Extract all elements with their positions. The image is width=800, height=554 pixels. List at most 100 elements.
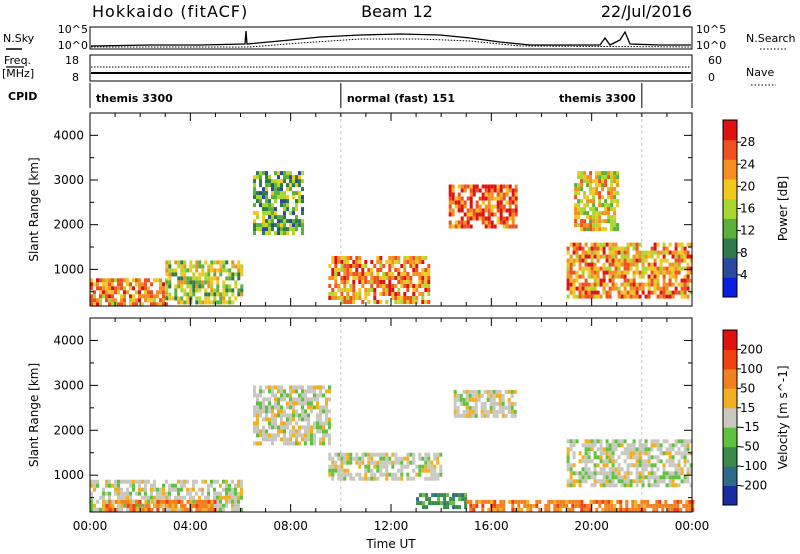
heatmap-cell	[686, 250, 690, 255]
heatmap-cell	[114, 290, 117, 295]
heatmap-cell	[268, 417, 271, 422]
heatmap-cell	[617, 479, 621, 484]
heatmap-cell	[629, 451, 633, 456]
heatmap-cell	[225, 260, 229, 265]
heatmap-cell	[566, 439, 570, 444]
heatmap-cell	[433, 472, 437, 477]
heatmap-cell	[364, 276, 368, 280]
heatmap-cell	[502, 196, 506, 201]
heatmap-cell	[298, 393, 301, 398]
heatmap-cell	[340, 468, 344, 473]
heatmap-cell	[638, 270, 642, 275]
heatmap-cell	[222, 260, 226, 265]
heatmap-cell	[650, 246, 654, 251]
heatmap-cell	[204, 507, 208, 512]
heatmap-cell	[286, 207, 289, 212]
heatmap-cell	[364, 260, 368, 264]
heatmap-cell	[686, 274, 690, 279]
heatmap-cell	[183, 272, 187, 277]
heatmap-cell	[460, 184, 464, 189]
heatmap-cell	[581, 467, 585, 472]
heatmap-cell	[274, 405, 277, 410]
heatmap-cell	[668, 274, 672, 279]
heatmap-cell	[566, 459, 570, 464]
heatmap-cell	[141, 487, 144, 492]
heatmap-cell	[343, 300, 347, 304]
heatmap-cell	[566, 463, 570, 468]
heatmap-cell	[283, 425, 286, 430]
heatmap-cell	[346, 300, 350, 304]
heatmap-cell	[253, 211, 256, 216]
heatmap-cell	[328, 385, 331, 390]
heatmap-cell	[580, 227, 584, 232]
heatmap-cell	[222, 280, 226, 285]
heatmap-cell	[265, 437, 268, 442]
heatmap-cell	[465, 405, 469, 410]
heatmap-cell	[340, 476, 344, 481]
heatmap-cell	[486, 409, 490, 414]
heatmap-cell	[635, 254, 639, 259]
heatmap-cell	[334, 464, 338, 469]
heatmap-cell	[325, 409, 328, 414]
heatmap-cell	[162, 495, 165, 500]
heatmap-cell	[373, 464, 377, 469]
heatmap-cell	[328, 276, 332, 280]
heatmap-cell	[647, 451, 651, 456]
heatmap-cell	[590, 274, 594, 279]
heatmap-cell	[289, 421, 292, 426]
heatmap-cell	[650, 483, 654, 488]
heatmap-cell	[289, 183, 292, 188]
heatmap-cell	[489, 401, 493, 406]
heatmap-cell	[409, 276, 413, 280]
heatmap-cell	[602, 254, 606, 259]
heatmap-cell	[180, 479, 183, 484]
heatmap-cell	[620, 439, 624, 444]
heatmap-cell	[307, 425, 310, 430]
heatmap-cell	[328, 417, 331, 422]
heatmap-cell	[322, 433, 325, 438]
heatmap-cell	[510, 393, 514, 398]
heatmap-cell	[556, 507, 560, 512]
heatmap-cell	[274, 417, 277, 422]
heatmap-cell	[364, 292, 368, 296]
heatmap-cell	[180, 268, 184, 273]
heatmap-cell	[174, 260, 178, 265]
heatmap-cell	[641, 475, 645, 480]
heatmap-cell	[662, 250, 666, 255]
heatmap-cell	[328, 464, 332, 469]
heatmap-cell	[569, 254, 573, 259]
heatmap-cell	[222, 479, 225, 484]
heatmap-cell	[316, 421, 319, 426]
heatmap-cell	[437, 501, 441, 506]
heatmap-cell	[117, 491, 120, 496]
heatmap-cell	[584, 455, 588, 460]
heatmap-cell	[626, 455, 630, 460]
heatmap-cell	[626, 262, 630, 267]
heatmap-cell	[400, 456, 404, 461]
heatmap-cell	[577, 183, 581, 188]
heatmap-cell	[510, 413, 514, 418]
heatmap-cell	[513, 389, 517, 394]
heatmap-cell	[343, 460, 347, 465]
heatmap-cell	[96, 282, 99, 287]
heatmap-cell	[614, 274, 618, 279]
heatmap-cell	[623, 262, 627, 267]
heatmap-cell	[484, 216, 488, 221]
heatmap-cell	[583, 227, 587, 232]
heatmap-cell	[352, 288, 356, 292]
heatmap-cell	[647, 250, 651, 255]
heatmap-cell	[283, 211, 286, 216]
heatmap-cell	[680, 294, 684, 299]
heatmap-cell	[480, 401, 484, 406]
heatmap-cell	[189, 276, 193, 281]
heatmap-cell	[385, 284, 389, 288]
heatmap-cell	[674, 286, 678, 291]
heatmap-cell	[674, 274, 678, 279]
heatmap-cell	[207, 268, 211, 273]
heatmap-cell	[397, 292, 401, 296]
heatmap-cell	[659, 479, 663, 484]
heatmap-cell	[602, 250, 606, 255]
heatmap-cell	[431, 501, 435, 506]
heatmap-cell	[601, 179, 605, 184]
